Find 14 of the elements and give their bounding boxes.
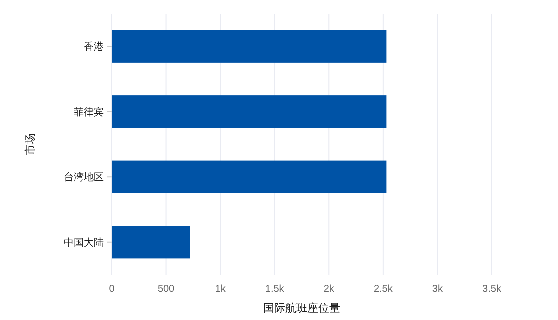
y-axis-title: 市场 — [24, 134, 37, 156]
x-tick-label: 2.5k — [374, 284, 394, 295]
x-tick-label: 0 — [109, 284, 116, 295]
y-tick-label: 香港 — [84, 41, 104, 54]
x-tick-label: 2k — [324, 284, 336, 295]
y-tick-label: 中国大陆 — [64, 236, 104, 249]
x-tick-label: 500 — [158, 284, 176, 295]
x-tick-label: 3k — [432, 284, 444, 295]
x-tick-label: 3.5k — [482, 284, 502, 295]
x-tick-label: 1.5k — [265, 284, 286, 295]
x-axis-title: 国际航班座位量 — [264, 302, 340, 315]
x-tick-label: 1k — [215, 284, 227, 295]
y-tick-label: 台湾地区 — [64, 172, 104, 184]
y-tick-label: 菲律宾 — [74, 106, 104, 118]
